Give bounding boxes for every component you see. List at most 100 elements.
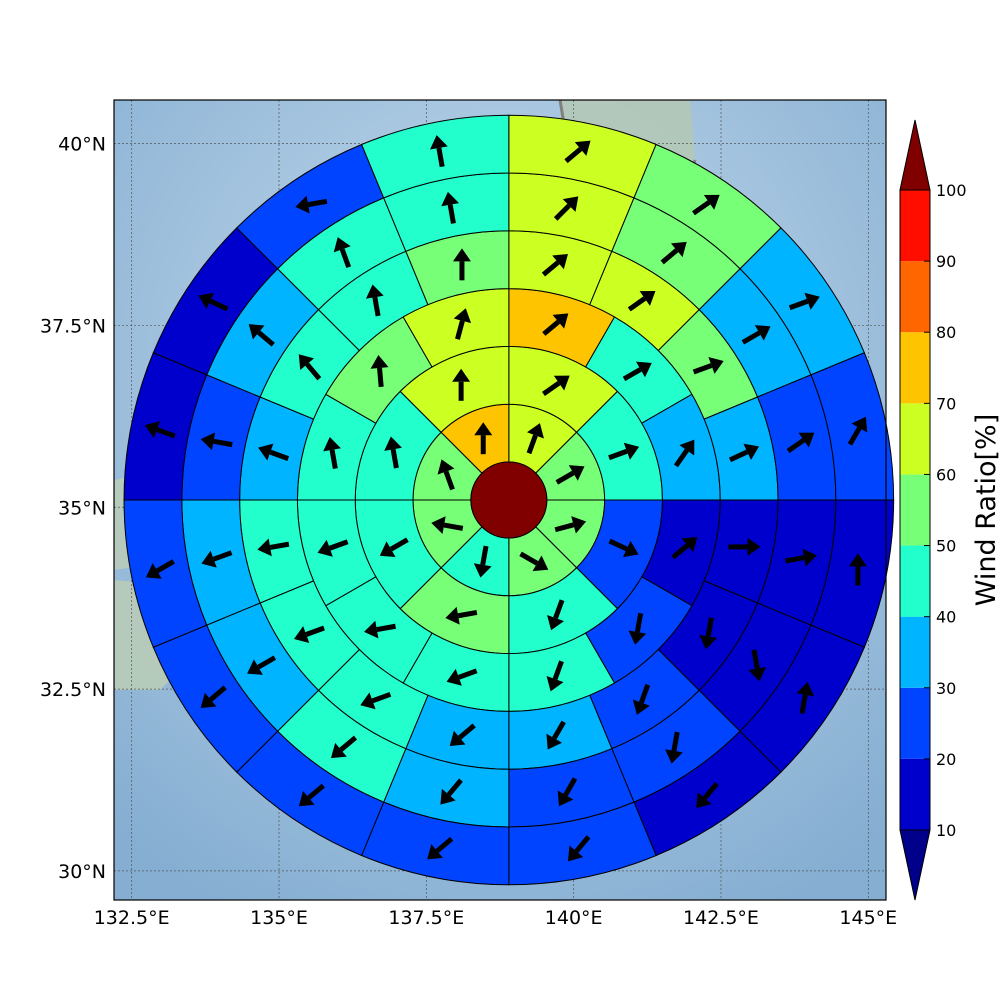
x-axis-ticks: 132.5°E 135°E 137.5°E 140°E 142.5°E 145°E — [94, 907, 897, 929]
colorbar-tick-label: 10 — [936, 821, 956, 840]
x-tick-label: 132.5°E — [94, 907, 170, 929]
wind-arrow — [696, 782, 719, 809]
wind-arrow — [557, 777, 578, 807]
wind-arrow — [847, 416, 868, 446]
wind-arrow — [449, 723, 476, 746]
wind-arrow — [692, 194, 720, 216]
colorbar-extend-top — [899, 119, 931, 191]
colorbar-tick-label: 20 — [936, 750, 956, 769]
y-axis-ticks: 30°N 32.5°N 35°N 37.5°N 40°N — [40, 134, 106, 883]
wind-arrow — [673, 439, 695, 468]
wind-arrow — [317, 539, 349, 557]
wind-arrow — [608, 538, 639, 558]
wind-arrow — [526, 423, 544, 455]
wind-arrow — [699, 617, 717, 650]
colorbar-bin — [900, 190, 930, 262]
wind-arrow — [298, 783, 325, 807]
wind-arrow — [198, 292, 229, 312]
wind-arrow — [796, 681, 815, 714]
wind-arrow — [427, 836, 454, 860]
colorbar-bin — [900, 474, 930, 546]
wind-arrow — [665, 731, 683, 764]
colorbar-bin — [900, 616, 930, 688]
wind-arrow — [541, 254, 568, 277]
wind-arrow — [201, 550, 233, 568]
colorbar-label: Wind Ratio[%] — [971, 414, 1000, 606]
wind-arrow — [257, 538, 290, 557]
wind-arrow — [200, 432, 233, 451]
wind-arrow — [200, 685, 227, 709]
wind-arrow — [632, 683, 651, 715]
wind-arrow — [360, 691, 392, 710]
wind-arrow — [370, 355, 389, 388]
y-tick-label: 40°N — [58, 134, 106, 156]
colorbar-tick-label: 90 — [936, 252, 956, 271]
map-frame — [113, 99, 887, 901]
x-tick-label: 135°E — [250, 907, 308, 929]
x-tick-label: 142.5°E — [683, 907, 759, 929]
wind-arrow — [848, 553, 867, 586]
wind-arrow — [437, 459, 455, 491]
wind-arrow — [564, 140, 591, 164]
colorbar-tick-label: 100 — [936, 181, 967, 200]
wind-arrow — [728, 443, 760, 463]
sector-ring6-15 — [360, 114, 510, 199]
colorbar-frame — [899, 189, 931, 831]
colorbar-bin — [900, 403, 930, 475]
wind-arrow — [384, 436, 402, 469]
wind-arrow — [445, 606, 478, 625]
wind-arrow — [728, 537, 761, 556]
wind-arrow — [247, 655, 277, 675]
wind-arrow — [431, 516, 464, 534]
center-disc-group — [470, 461, 548, 539]
wind-arrow — [446, 668, 478, 686]
wind-arrow — [546, 660, 564, 692]
x-tick-label: 140°E — [545, 907, 603, 929]
colorbar: 10 20 30 40 50 60 70 80 90 100 — [899, 119, 967, 901]
colorbar-tick-label: 40 — [936, 608, 956, 627]
x-tick-label: 145°E — [839, 907, 897, 929]
wind-arrow — [555, 465, 585, 485]
wind-arrow — [295, 195, 328, 214]
wind-arrow — [330, 735, 358, 759]
wind-arrow — [608, 442, 640, 461]
colorbar-bin — [900, 758, 930, 830]
wind-arrow — [473, 545, 492, 578]
wind-arrow — [788, 292, 820, 311]
wind-arrow — [554, 516, 587, 534]
colorbar-tick-label: 30 — [936, 679, 956, 698]
wind-arrow — [622, 361, 652, 382]
y-tick-label: 30°N — [58, 861, 106, 883]
wind-arrow — [379, 537, 409, 558]
colorbar-bin — [900, 332, 930, 404]
wind-arrow — [364, 620, 396, 639]
wind-arrows — [144, 135, 868, 862]
wind-arrow — [452, 368, 471, 401]
colorbar-tick-label: 70 — [936, 394, 956, 413]
wind-arrow — [542, 313, 569, 336]
wind-arrow — [628, 612, 647, 645]
wind-arrow — [741, 325, 771, 345]
wind-arrow — [474, 422, 493, 455]
wind-arrow — [144, 421, 176, 439]
wind-arrow — [430, 135, 448, 168]
colorbar-bin — [900, 261, 930, 333]
colorbar-tick-label: 80 — [936, 323, 956, 342]
wind-arrow — [547, 599, 565, 631]
center-disc — [470, 461, 548, 539]
y-tick-label: 37.5°N — [40, 315, 106, 337]
wind-arrow — [145, 559, 175, 579]
wind-arrow — [333, 237, 352, 269]
wind-arrow — [692, 357, 724, 375]
y-tick-label: 35°N — [58, 497, 106, 519]
wind-arrow — [298, 354, 322, 381]
wind-arrow — [248, 324, 275, 347]
colorbar-extend-bottom — [899, 829, 931, 901]
wind-arrow — [258, 443, 290, 461]
wind-arrow — [546, 720, 566, 750]
wind-arrow — [627, 291, 656, 312]
wind-arrow — [553, 196, 579, 221]
y-tick-label: 32.5°N — [40, 679, 106, 701]
colorbar-bin — [900, 687, 930, 759]
